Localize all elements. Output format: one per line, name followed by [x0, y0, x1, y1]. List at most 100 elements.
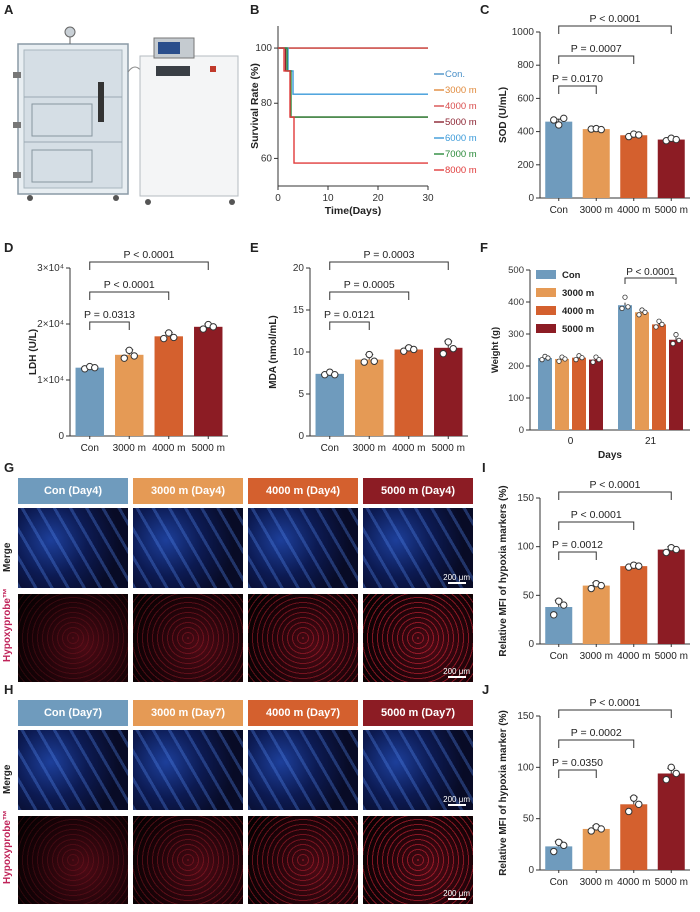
data-point	[555, 121, 563, 129]
fluorescence-micrograph	[133, 816, 243, 904]
y-tick-label: 20	[293, 263, 305, 274]
bar	[618, 305, 632, 430]
y-tick-label: 0	[298, 431, 304, 442]
bar	[538, 358, 552, 430]
fluorescence-micrograph	[248, 508, 358, 588]
microscopy-column-header: 5000 m (Day4)	[363, 478, 473, 504]
x-tick-label: 4000 m	[617, 205, 650, 216]
microscopy-row-label: Merge	[2, 764, 13, 794]
data-point	[590, 359, 596, 365]
hypoxia-mfi-chart-day7: 0 50 100 150 Relative MFI of hypoxia marker …	[498, 697, 690, 888]
p-value-label: P = 0.0003	[364, 249, 415, 261]
scale-bar-line	[447, 898, 466, 900]
microscopy-column-header: 4000 m (Day7)	[248, 700, 358, 726]
significance-bracket	[558, 709, 672, 718]
bar	[582, 585, 610, 644]
y-tick-label: 3×10⁴	[37, 263, 64, 274]
legend-swatch	[536, 324, 556, 333]
data-point	[653, 324, 659, 330]
survival-rate-chart: 60 80 100 0 10 20 30 Time(Days) Survival Rate (%…	[250, 26, 477, 217]
y-tick-label: 800	[517, 60, 534, 71]
y-tick-label: 1000	[512, 27, 535, 38]
fluorescence-micrograph	[248, 730, 358, 810]
y-tick-label: 10	[293, 347, 305, 358]
significance-bracket	[558, 55, 635, 64]
scale-bar-line	[447, 676, 466, 678]
significance-bracket	[558, 491, 672, 500]
legend-label: 4000 m	[445, 101, 477, 112]
data-point	[160, 334, 168, 343]
y-tick-label: 60	[261, 153, 273, 164]
fluorescence-micrograph	[133, 594, 243, 682]
scale-bar: 200 μm	[443, 667, 470, 679]
x-tick-label: 3000 m	[580, 205, 613, 216]
fluorescence-micrograph	[18, 730, 128, 810]
fluorescence-micrograph	[18, 594, 128, 682]
hypoxia-mfi-chart-day4: 0 50 100 150 Relative MFI of hypoxia markers…	[498, 479, 690, 662]
y-tick-label: 200	[508, 361, 524, 372]
x-tick-label: 0	[275, 193, 281, 204]
y-tick-label: 50	[523, 590, 535, 601]
panel-label-e: E	[250, 240, 259, 255]
y-tick-label: 80	[261, 98, 273, 109]
bar	[545, 607, 573, 644]
significance-bracket	[624, 277, 677, 284]
survival-line	[278, 47, 428, 118]
legend-label: 6000 m	[445, 133, 477, 144]
y-tick-label: 5	[298, 389, 304, 400]
microscopy-column-header: 3000 m (Day4)	[133, 478, 243, 504]
data-point	[170, 333, 178, 342]
fluorescence-micrograph	[133, 508, 243, 588]
data-point	[662, 548, 670, 557]
data-point	[400, 347, 408, 355]
y-tick-label: 0	[58, 431, 64, 442]
significance-bracket	[558, 769, 597, 778]
data-point	[209, 323, 217, 331]
data-point	[562, 356, 568, 362]
p-value-label: P = 0.0313	[84, 309, 135, 321]
data-point	[622, 294, 628, 300]
data-point	[560, 601, 568, 609]
p-value-label: P < 0.0001	[590, 13, 641, 25]
y-tick-label: 0	[528, 639, 534, 650]
y-axis-label: Relative MFI of hypoxia markers (%)	[498, 485, 509, 656]
x-axis-label: Time(Days)	[325, 205, 381, 217]
p-value-label: P < 0.0001	[104, 279, 155, 291]
x-tick-label: 5000 m	[432, 443, 465, 454]
scale-bar-label: 200 μm	[443, 573, 470, 582]
scale-bar: 200 μm	[443, 795, 470, 807]
data-point	[539, 357, 545, 363]
legend-label: 7000 m	[445, 149, 477, 160]
bar	[635, 312, 649, 430]
y-tick-label: 150	[517, 711, 534, 722]
data-point	[331, 370, 339, 379]
data-point	[642, 309, 648, 315]
y-axis-label: LDH (U/L)	[28, 329, 39, 375]
significance-bracket	[558, 521, 635, 530]
panel-label-h: H	[4, 682, 14, 697]
bar	[652, 324, 666, 430]
x-tick-label: 0	[568, 436, 574, 447]
significance-bracket	[558, 85, 597, 94]
fluorescence-micrograph	[133, 730, 243, 810]
x-tick-label: 20	[372, 193, 384, 204]
microscopy-row-label: Hypoxyprobe™	[2, 588, 13, 662]
significance-bracket	[89, 261, 209, 270]
data-point	[410, 345, 418, 354]
microscopy-column-header: 5000 m (Day7)	[363, 700, 473, 726]
x-tick-label: Con	[550, 651, 568, 662]
y-tick-label: 100	[508, 393, 524, 404]
microscopy-row-label: Hypoxyprobe™	[2, 810, 13, 884]
x-tick-label: 30	[422, 193, 434, 204]
panel-label-j: J	[482, 682, 490, 697]
y-tick-label: 400	[508, 297, 524, 308]
fluorescence-micrograph: 200 μm	[363, 594, 473, 682]
x-tick-label: 4000 m	[392, 443, 425, 454]
significance-bracket	[89, 321, 130, 330]
survival-line	[278, 47, 428, 118]
data-point	[672, 545, 680, 554]
x-tick-label: 3000 m	[353, 443, 386, 454]
legend-label: 3000 m	[445, 85, 477, 96]
data-point	[597, 125, 605, 134]
data-point	[125, 346, 133, 355]
